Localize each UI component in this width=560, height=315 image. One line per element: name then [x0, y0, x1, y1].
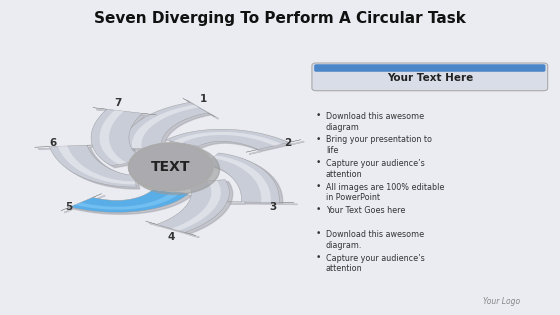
Polygon shape	[173, 132, 282, 146]
Polygon shape	[123, 98, 215, 149]
Text: 2: 2	[284, 138, 292, 148]
Polygon shape	[146, 180, 229, 236]
Polygon shape	[38, 146, 140, 189]
Text: •: •	[315, 182, 321, 191]
Text: Download this awesome
diagram.: Download this awesome diagram.	[326, 230, 424, 250]
Polygon shape	[169, 131, 304, 154]
Circle shape	[129, 144, 212, 190]
Circle shape	[130, 144, 212, 190]
Text: Your Text Here: Your Text Here	[386, 73, 473, 83]
Polygon shape	[100, 110, 127, 164]
Circle shape	[131, 145, 211, 189]
Text: Capture your audience’s
attention: Capture your audience’s attention	[326, 254, 424, 273]
Circle shape	[130, 144, 212, 190]
Circle shape	[129, 144, 212, 190]
Text: 1: 1	[199, 94, 207, 104]
Polygon shape	[127, 100, 218, 151]
Text: All images are 100% editable
in PowerPoint: All images are 100% editable in PowerPoi…	[326, 183, 444, 203]
Polygon shape	[75, 192, 180, 210]
Polygon shape	[166, 129, 301, 152]
FancyBboxPatch shape	[312, 63, 548, 91]
Text: •: •	[315, 135, 321, 144]
Text: •: •	[315, 111, 321, 120]
Text: 3: 3	[269, 202, 277, 212]
Circle shape	[129, 143, 213, 191]
Text: •: •	[315, 205, 321, 215]
Text: Bring your presentation to
life: Bring your presentation to life	[326, 135, 432, 155]
Text: Seven Diverging To Perform A Circular Task: Seven Diverging To Perform A Circular Ta…	[94, 11, 466, 26]
Text: TEXT: TEXT	[151, 160, 190, 174]
Polygon shape	[212, 156, 271, 202]
Polygon shape	[132, 105, 199, 148]
Circle shape	[130, 144, 211, 190]
Polygon shape	[208, 155, 297, 204]
FancyBboxPatch shape	[314, 64, 545, 72]
Polygon shape	[171, 180, 221, 231]
Circle shape	[130, 144, 211, 190]
Text: Capture your audience’s
attention: Capture your audience’s attention	[326, 159, 424, 179]
Text: 5: 5	[65, 202, 72, 212]
Text: Your Logo: Your Logo	[483, 296, 520, 306]
Polygon shape	[58, 146, 136, 184]
Circle shape	[130, 144, 212, 190]
Circle shape	[131, 145, 211, 189]
Circle shape	[130, 144, 212, 190]
Polygon shape	[64, 192, 192, 214]
Circle shape	[130, 144, 212, 190]
Polygon shape	[35, 145, 137, 187]
Circle shape	[129, 143, 213, 191]
Circle shape	[129, 143, 213, 191]
Text: 4: 4	[167, 232, 175, 242]
Text: •: •	[315, 253, 321, 262]
Polygon shape	[149, 181, 232, 238]
Circle shape	[130, 144, 211, 190]
Text: Your Text Goes here: Your Text Goes here	[326, 206, 405, 215]
Polygon shape	[61, 190, 189, 212]
Circle shape	[129, 144, 212, 190]
Text: •: •	[315, 158, 321, 167]
Text: •: •	[315, 229, 321, 238]
Polygon shape	[95, 110, 160, 168]
Text: Download this awesome
diagram: Download this awesome diagram	[326, 112, 424, 132]
Text: 6: 6	[50, 138, 57, 148]
Circle shape	[130, 144, 211, 190]
Circle shape	[131, 145, 220, 194]
Circle shape	[130, 144, 211, 190]
Polygon shape	[205, 153, 294, 203]
Circle shape	[129, 144, 212, 190]
Text: 7: 7	[114, 98, 122, 108]
Circle shape	[129, 144, 212, 190]
Polygon shape	[91, 108, 156, 166]
